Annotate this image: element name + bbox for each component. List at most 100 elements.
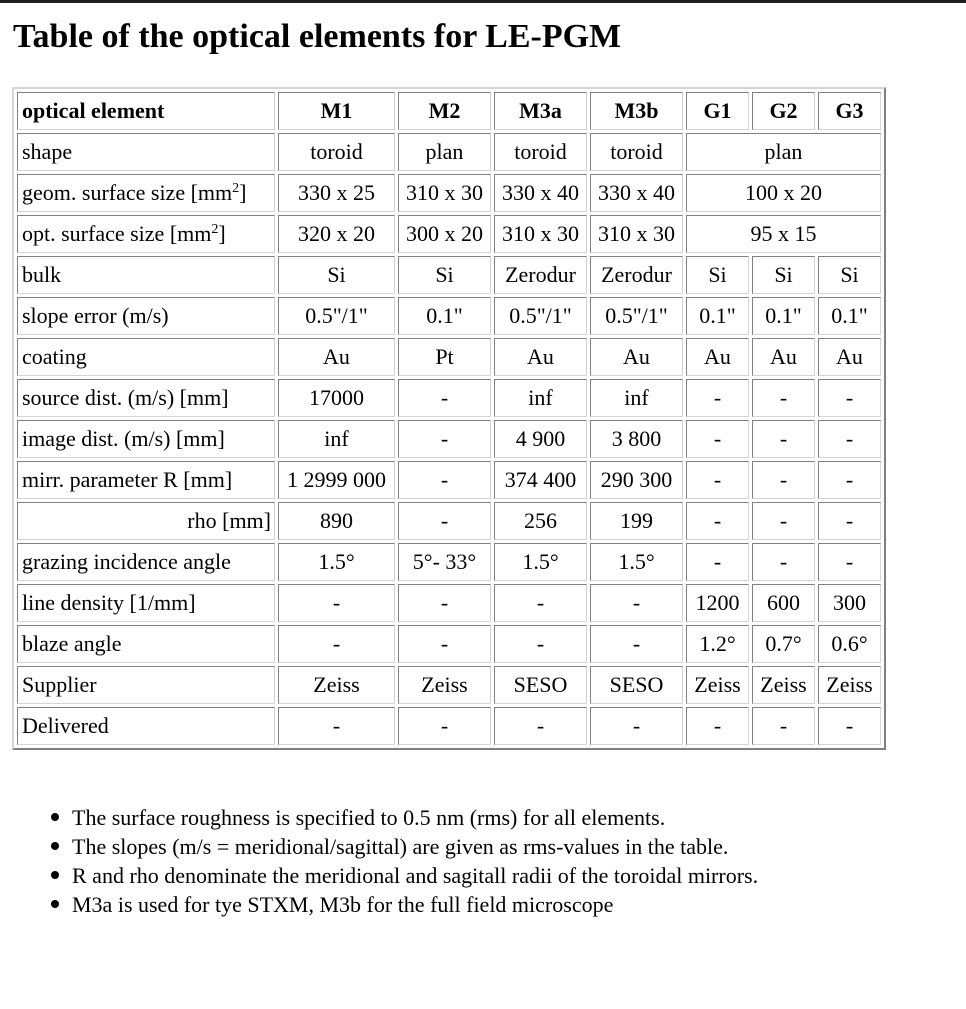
table-cell: - bbox=[752, 502, 815, 540]
table-cell: - bbox=[818, 379, 881, 417]
row-label: coating bbox=[17, 338, 275, 376]
table-cell: - bbox=[686, 379, 749, 417]
list-item: R and rho denominate the meridional and … bbox=[51, 861, 758, 890]
table-cell: 0.1" bbox=[752, 297, 815, 335]
table-cell: toroid bbox=[494, 133, 587, 171]
header-optical-element: optical element bbox=[17, 92, 275, 130]
table-cell: Zeiss bbox=[818, 666, 881, 704]
table-cell: Zeiss bbox=[278, 666, 395, 704]
table-cell: 300 bbox=[818, 584, 881, 622]
note-text: M3a is used for tye STXM, M3b for the fu… bbox=[72, 892, 614, 917]
table-row-blaze-angle: blaze angle - - - - 1.2° 0.7° 0.6° bbox=[17, 625, 881, 663]
table-row-bulk: bulk Si Si Zerodur Zerodur Si Si Si bbox=[17, 256, 881, 294]
table-row-mirr-parameter: mirr. parameter R [mm] 1 2999 000 - 374 … bbox=[17, 461, 881, 499]
table-cell: Si bbox=[278, 256, 395, 294]
table-cell: Pt bbox=[398, 338, 491, 376]
row-label-text: geom. surface size [mm bbox=[22, 180, 233, 205]
table-row-grazing-angle: grazing incidence angle 1.5° 5°- 33° 1.5… bbox=[17, 543, 881, 581]
table-cell: Si bbox=[818, 256, 881, 294]
table-cell: - bbox=[494, 707, 587, 745]
table-cell: 1 2999 000 bbox=[278, 461, 395, 499]
table-cell: Si bbox=[398, 256, 491, 294]
notes-list: The surface roughness is specified to 0.… bbox=[32, 803, 758, 919]
row-label: Delivered bbox=[17, 707, 275, 745]
table-row-supplier: Supplier Zeiss Zeiss SESO SESO Zeiss Zei… bbox=[17, 666, 881, 704]
header-m3b: M3b bbox=[590, 92, 683, 130]
table-cell: toroid bbox=[278, 133, 395, 171]
row-label: line density [1/mm] bbox=[17, 584, 275, 622]
table-cell: 320 x 20 bbox=[278, 215, 395, 253]
list-item: The surface roughness is specified to 0.… bbox=[51, 803, 758, 832]
row-label: grazing incidence angle bbox=[17, 543, 275, 581]
table-cell: 1200 bbox=[686, 584, 749, 622]
table-cell: - bbox=[752, 461, 815, 499]
table-cell: 0.1" bbox=[818, 297, 881, 335]
row-label: source dist. (m/s) [mm] bbox=[17, 379, 275, 417]
table-cell: Au bbox=[278, 338, 395, 376]
table-cell: - bbox=[398, 625, 491, 663]
table-cell: - bbox=[398, 379, 491, 417]
table-cell: plan bbox=[398, 133, 491, 171]
header-m3a: M3a bbox=[494, 92, 587, 130]
table-cell: - bbox=[818, 502, 881, 540]
note-text: The surface roughness is specified to 0.… bbox=[72, 805, 666, 830]
table-cell: 330 x 25 bbox=[278, 174, 395, 212]
table-cell: inf bbox=[494, 379, 587, 417]
table-cell: - bbox=[398, 461, 491, 499]
table-cell: 890 bbox=[278, 502, 395, 540]
table-cell: toroid bbox=[590, 133, 683, 171]
table-cell: - bbox=[494, 625, 587, 663]
row-label: blaze angle bbox=[17, 625, 275, 663]
table-cell: 0.6° bbox=[818, 625, 881, 663]
table-row-geom-surface: geom. surface size [mm2] 330 x 25 310 x … bbox=[17, 174, 881, 212]
table-cell: - bbox=[752, 379, 815, 417]
superscript: 2 bbox=[232, 181, 240, 196]
table-header-row: optical element M1 M2 M3a M3b G1 G2 G3 bbox=[17, 92, 881, 130]
table-row-coating: coating Au Pt Au Au Au Au Au bbox=[17, 338, 881, 376]
table-cell: - bbox=[818, 707, 881, 745]
table-cell: - bbox=[686, 420, 749, 458]
table-cell-gratings: plan bbox=[686, 133, 881, 171]
table-cell: 0.1" bbox=[686, 297, 749, 335]
bullet-icon bbox=[51, 813, 59, 821]
bullet-icon bbox=[51, 900, 59, 908]
table-cell: - bbox=[398, 502, 491, 540]
table-cell: - bbox=[686, 707, 749, 745]
table-cell: Si bbox=[686, 256, 749, 294]
row-label: bulk bbox=[17, 256, 275, 294]
table-cell: - bbox=[752, 420, 815, 458]
bullet-icon bbox=[51, 842, 59, 850]
table-cell: 1.5° bbox=[278, 543, 395, 581]
list-item: The slopes (m/s = meridional/sagittal) a… bbox=[51, 832, 758, 861]
table-cell: SESO bbox=[494, 666, 587, 704]
table-cell: 330 x 40 bbox=[494, 174, 587, 212]
table-cell: 300 x 20 bbox=[398, 215, 491, 253]
table-cell: Au bbox=[818, 338, 881, 376]
table-cell: 1.2° bbox=[686, 625, 749, 663]
table-row-line-density: line density [1/mm] - - - - 1200 600 300 bbox=[17, 584, 881, 622]
row-label: geom. surface size [mm2] bbox=[17, 174, 275, 212]
table-cell: SESO bbox=[590, 666, 683, 704]
table-cell: Zeiss bbox=[686, 666, 749, 704]
table-row-delivered: Delivered - - - - - - - bbox=[17, 707, 881, 745]
row-label-end: ] bbox=[239, 180, 247, 205]
table-cell: - bbox=[752, 707, 815, 745]
table-cell: - bbox=[590, 707, 683, 745]
table-cell-gratings: 95 x 15 bbox=[686, 215, 881, 253]
table-row-opt-surface: opt. surface size [mm2] 320 x 20 300 x 2… bbox=[17, 215, 881, 253]
top-border bbox=[0, 0, 966, 3]
table-cell: 1.5° bbox=[590, 543, 683, 581]
table-cell: 1.5° bbox=[494, 543, 587, 581]
table-cell: 600 bbox=[752, 584, 815, 622]
row-label: image dist. (m/s) [mm] bbox=[17, 420, 275, 458]
header-m2: M2 bbox=[398, 92, 491, 130]
superscript: 2 bbox=[211, 222, 219, 237]
page-title: Table of the optical elements for LE-PGM bbox=[13, 18, 622, 55]
table-cell: - bbox=[818, 420, 881, 458]
row-label-end: ] bbox=[218, 221, 226, 246]
table-cell: 0.7° bbox=[752, 625, 815, 663]
table-cell: Zeiss bbox=[398, 666, 491, 704]
bullet-icon bbox=[51, 871, 59, 879]
row-label: slope error (m/s) bbox=[17, 297, 275, 335]
table-row-source-dist: source dist. (m/s) [mm] 17000 - inf inf … bbox=[17, 379, 881, 417]
